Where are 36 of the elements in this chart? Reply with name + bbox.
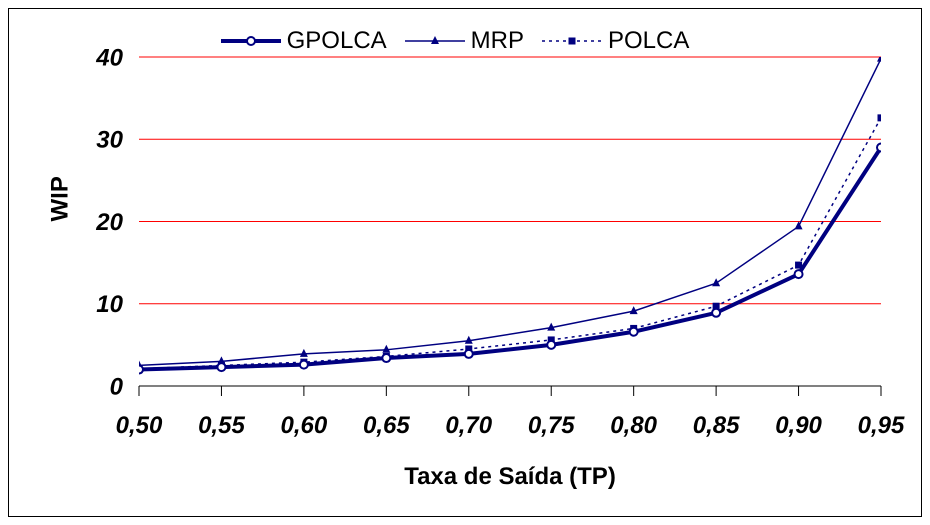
y-tick-label: 30 xyxy=(96,126,124,154)
point xyxy=(381,353,392,364)
x-tick-label: 0,75 xyxy=(528,412,576,440)
x-tick-label: 0,70 xyxy=(445,412,493,440)
x-tick-label: 0,55 xyxy=(198,412,246,440)
point xyxy=(464,336,473,344)
legend-label: MRP xyxy=(470,27,524,55)
point xyxy=(464,348,474,359)
point xyxy=(795,262,802,269)
point xyxy=(628,326,639,337)
y-axis-title: WIP xyxy=(46,176,74,222)
point xyxy=(300,348,308,357)
x-tick-label: 0,95 xyxy=(858,412,906,440)
y-tick-label: 10 xyxy=(96,291,124,318)
point xyxy=(547,322,556,331)
x-tick-label: 0,50 xyxy=(116,412,164,440)
x-tick-label: 0,60 xyxy=(280,412,328,440)
point xyxy=(794,269,804,280)
legend-label: POLCA xyxy=(608,27,690,55)
point xyxy=(712,278,720,286)
point xyxy=(382,344,390,353)
y-tick-label: 40 xyxy=(95,44,124,72)
legend-label: GPOLCA xyxy=(286,27,387,55)
y-tick-label: 20 xyxy=(95,208,124,236)
x-tick-label: 0,80 xyxy=(610,412,658,440)
x-tick-label: 0,85 xyxy=(692,412,740,440)
point xyxy=(630,306,638,314)
point xyxy=(216,362,226,372)
x-tick-label: 0,90 xyxy=(775,412,823,440)
point xyxy=(546,340,556,350)
x-axis-title: Taxa de Saída (TP) xyxy=(404,463,616,490)
y-tick-label: 0 xyxy=(110,373,124,400)
x-tick-label: 0,65 xyxy=(362,412,410,440)
point xyxy=(794,221,803,230)
point xyxy=(298,360,309,370)
point xyxy=(711,308,722,318)
